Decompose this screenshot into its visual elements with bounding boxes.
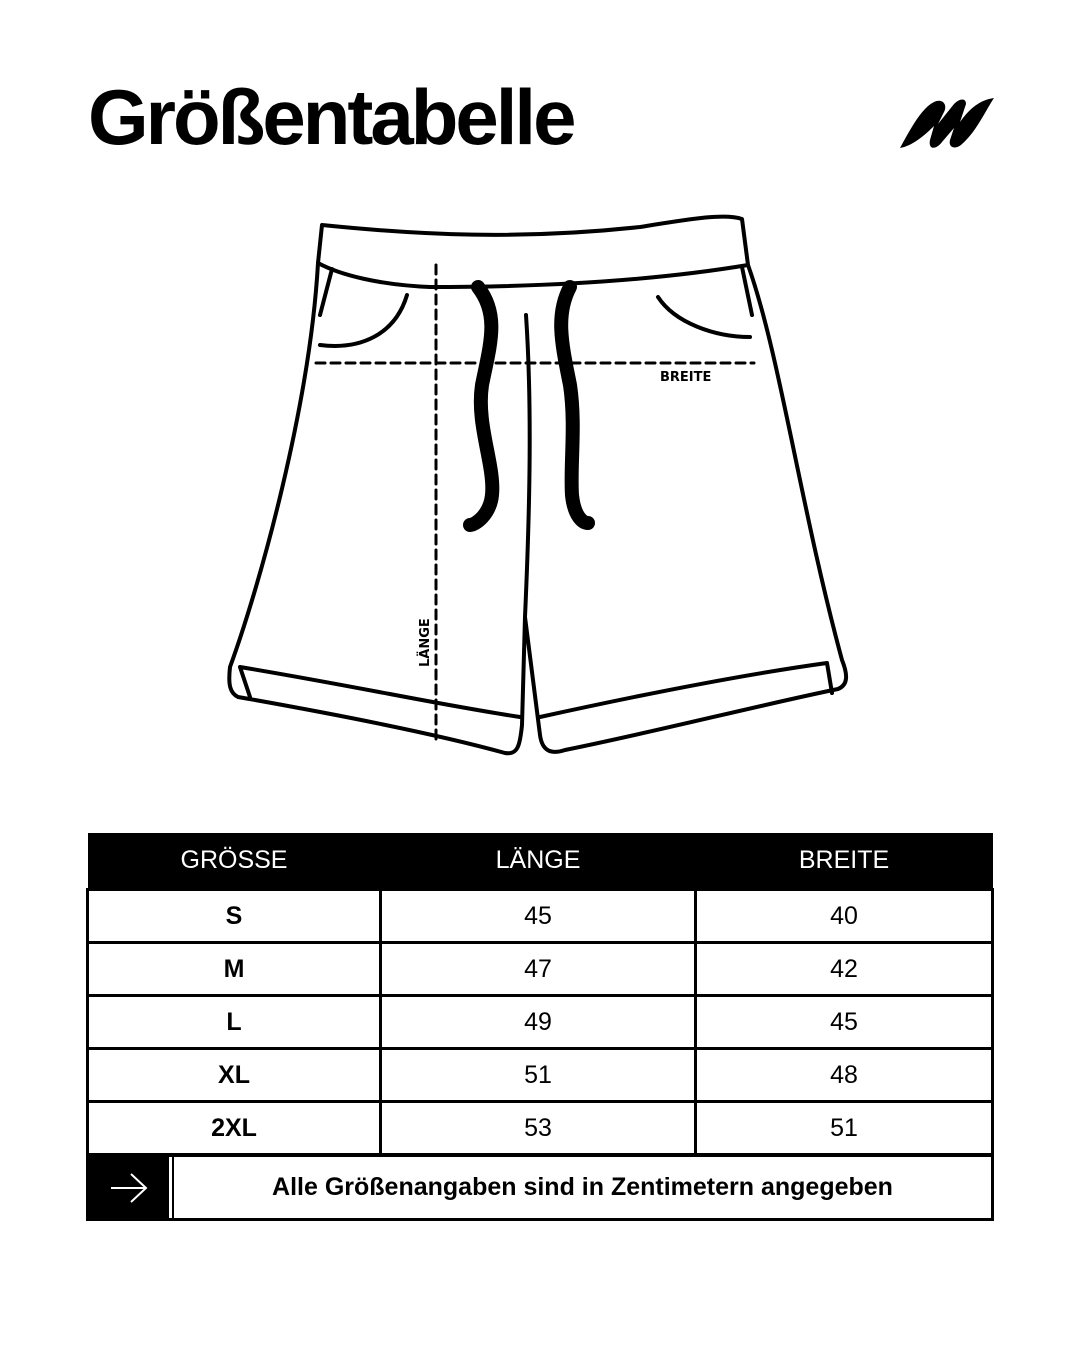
page-title: Größentabelle bbox=[88, 73, 576, 161]
shorts-diagram: BREITE LÄNGE bbox=[227, 214, 849, 756]
header-laenge: LÄNGE bbox=[380, 833, 696, 890]
size-cell: XL bbox=[86, 1047, 382, 1103]
table-row: XL 51 48 bbox=[86, 1047, 994, 1103]
brand-logo bbox=[900, 98, 994, 148]
size-table: GRÖSSE LÄNGE BREITE S 45 40 M 47 42 L 49 45 XL… bbox=[86, 833, 994, 1156]
table-row: L 49 45 bbox=[86, 994, 994, 1050]
size-cell: M bbox=[86, 941, 382, 997]
arrow-box bbox=[89, 1157, 172, 1218]
size-cell: 2XL bbox=[86, 1100, 382, 1156]
drawstring-left bbox=[463, 280, 500, 532]
header-groesse: GRÖSSE bbox=[87, 833, 381, 890]
waistband bbox=[316, 214, 750, 289]
breite-cell: 48 bbox=[694, 1047, 994, 1103]
drawstring-right bbox=[554, 280, 595, 530]
pocket-right bbox=[656, 295, 752, 339]
table-footer: Alle Größenangaben sind in Zentimetern a… bbox=[86, 1154, 994, 1221]
arrow-right-icon bbox=[111, 1172, 148, 1203]
center-seam bbox=[523, 313, 532, 619]
breite-cell: 45 bbox=[694, 994, 994, 1050]
pocket-left bbox=[318, 293, 409, 348]
laenge-label: LÄNGE bbox=[417, 618, 433, 667]
breite-label: BREITE bbox=[660, 370, 711, 385]
breite-cell: 51 bbox=[694, 1100, 994, 1156]
breite-cell: 42 bbox=[694, 941, 994, 997]
laenge-cell: 53 bbox=[379, 1100, 697, 1156]
table-row: 2XL 53 51 bbox=[86, 1100, 994, 1156]
table-row: M 47 42 bbox=[86, 941, 994, 997]
size-cell: L bbox=[86, 994, 382, 1050]
table-header-row: GRÖSSE LÄNGE BREITE bbox=[87, 833, 993, 890]
breite-cell: 40 bbox=[694, 888, 994, 944]
table-row: S 45 40 bbox=[86, 888, 994, 944]
laenge-cell: 51 bbox=[379, 1047, 697, 1103]
unit-note: Alle Größenangaben sind in Zentimetern a… bbox=[172, 1157, 991, 1218]
laenge-cell: 49 bbox=[379, 994, 697, 1050]
size-cell: S bbox=[86, 888, 382, 944]
header-breite: BREITE bbox=[695, 833, 993, 890]
laenge-cell: 47 bbox=[379, 941, 697, 997]
laenge-cell: 45 bbox=[379, 888, 697, 944]
